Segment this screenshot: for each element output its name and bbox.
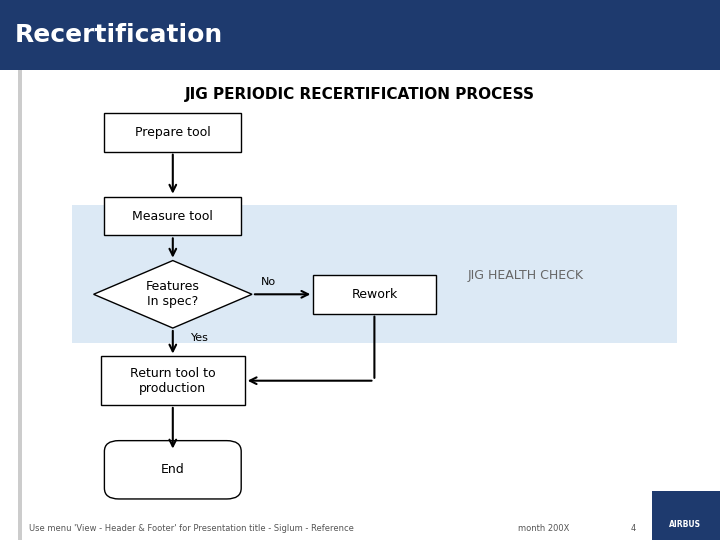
FancyBboxPatch shape — [0, 0, 720, 70]
Text: Return tool to
production: Return tool to production — [130, 367, 215, 395]
FancyBboxPatch shape — [313, 275, 436, 314]
Text: JIG HEALTH CHECK: JIG HEALTH CHECK — [467, 269, 584, 282]
Text: 4: 4 — [631, 524, 636, 532]
Text: No: No — [261, 278, 276, 287]
Polygon shape — [94, 260, 252, 328]
FancyBboxPatch shape — [18, 70, 22, 540]
FancyBboxPatch shape — [104, 197, 241, 235]
Text: AIRBUS: AIRBUS — [670, 521, 701, 529]
FancyBboxPatch shape — [104, 441, 241, 499]
Text: Use menu 'View - Header & Footer' for Presentation title - Siglum - Reference: Use menu 'View - Header & Footer' for Pr… — [29, 524, 354, 532]
Text: Yes: Yes — [192, 333, 209, 343]
Text: Prepare tool: Prepare tool — [135, 126, 211, 139]
Text: Rework: Rework — [351, 288, 397, 301]
FancyBboxPatch shape — [101, 356, 245, 405]
FancyBboxPatch shape — [72, 205, 677, 343]
Text: month 200X: month 200X — [518, 524, 570, 532]
Text: Measure tool: Measure tool — [132, 210, 213, 222]
FancyBboxPatch shape — [104, 113, 241, 152]
Text: Features
In spec?: Features In spec? — [146, 280, 199, 308]
FancyBboxPatch shape — [652, 491, 720, 540]
Text: End: End — [161, 463, 184, 476]
Text: JIG PERIODIC RECERTIFICATION PROCESS: JIG PERIODIC RECERTIFICATION PROCESS — [185, 87, 535, 102]
Text: Recertification: Recertification — [14, 23, 222, 47]
